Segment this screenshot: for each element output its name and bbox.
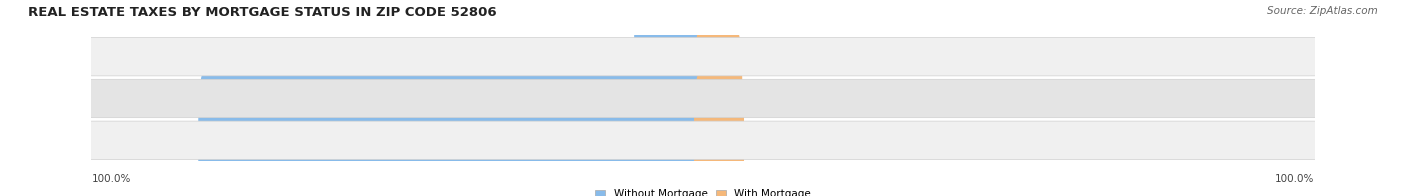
FancyBboxPatch shape [634,0,711,130]
FancyBboxPatch shape [73,121,1333,160]
Text: 3.0%: 3.0% [647,93,672,103]
FancyBboxPatch shape [73,37,1333,76]
Text: 5.3%: 5.3% [747,135,773,145]
Text: 0.3%: 0.3% [717,51,744,61]
Text: Less than $800: Less than $800 [659,51,747,61]
Text: 5.0%: 5.0% [745,93,772,103]
FancyBboxPatch shape [198,66,711,196]
Text: 82.0%: 82.0% [437,135,474,145]
Text: REAL ESTATE TAXES BY MORTGAGE STATUS IN ZIP CODE 52806: REAL ESTATE TAXES BY MORTGAGE STATUS IN … [28,6,496,19]
Text: 9.9%: 9.9% [605,51,631,61]
FancyBboxPatch shape [695,0,714,130]
FancyBboxPatch shape [695,66,744,196]
FancyBboxPatch shape [676,24,711,172]
Text: 100.0%: 100.0% [1275,174,1315,184]
Text: $800 to $1,499: $800 to $1,499 [671,133,735,146]
Text: Source: ZipAtlas.com: Source: ZipAtlas.com [1267,6,1378,16]
Text: 100.0%: 100.0% [91,174,131,184]
Text: $800 to $1,499: $800 to $1,499 [671,92,735,104]
FancyBboxPatch shape [73,79,1333,118]
FancyBboxPatch shape [695,24,742,172]
Legend: Without Mortgage, With Mortgage: Without Mortgage, With Mortgage [595,189,811,196]
